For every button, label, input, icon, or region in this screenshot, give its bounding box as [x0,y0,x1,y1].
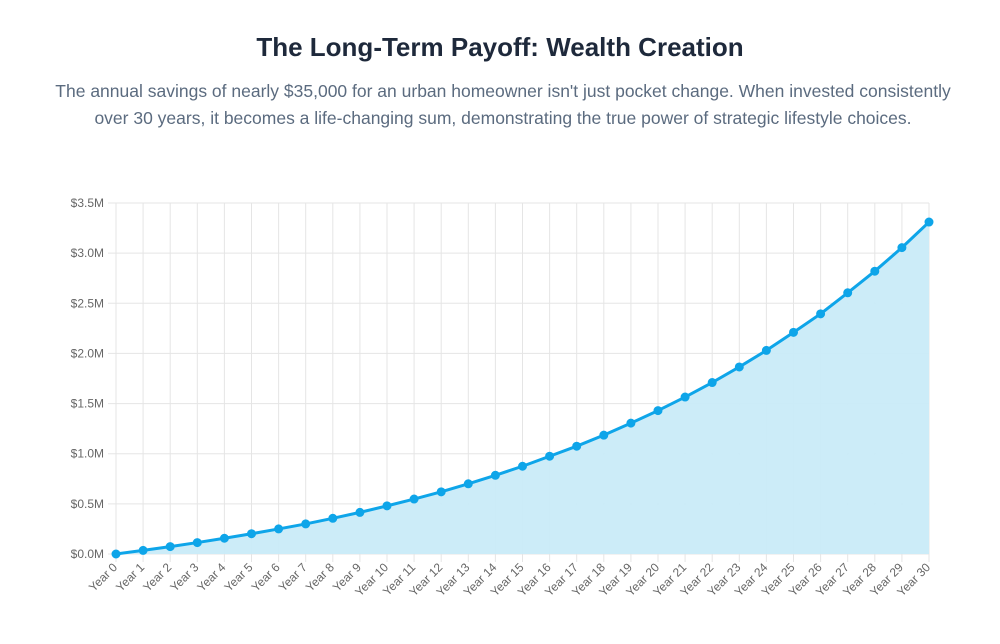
data-point [572,441,582,451]
x-tick-label: Year 2 [140,560,174,594]
page-title: The Long-Term Payoff: Wealth Creation [256,32,744,62]
y-tick-label: $1.0M [71,447,104,461]
data-point [463,479,473,489]
x-tick-label: Year 0 [86,560,120,594]
data-point [707,378,717,388]
data-point [274,524,284,534]
y-tick-label: $0.5M [71,497,104,511]
y-tick-label: $3.5M [71,196,104,210]
data-point [490,470,500,480]
data-point [924,217,934,227]
data-point [219,533,229,543]
data-point [761,345,771,355]
data-point [382,501,392,511]
data-point [247,529,256,539]
y-tick-label: $2.5M [71,296,104,310]
data-point [301,519,311,529]
data-point [680,392,690,402]
y-tick-label: $3.0M [71,246,104,260]
area-fill [116,222,929,554]
data-point [599,430,609,440]
data-point [545,451,555,461]
x-tick-label: Year 5 [221,560,255,594]
data-point [355,507,365,517]
data-point [816,309,826,319]
data-point [653,406,663,416]
data-point [870,266,880,276]
data-point [409,494,419,504]
data-point [436,487,446,497]
x-tick-label: Year 4 [194,560,228,594]
y-tick-label: $2.0M [71,346,104,360]
data-point [111,549,121,559]
data-point [192,538,202,548]
data-point [165,542,175,552]
data-point [734,362,744,372]
x-tick-label: Year 1 [113,560,147,594]
x-tick-label: Year 8 [303,560,337,594]
data-point [138,545,148,555]
data-point [843,288,853,298]
x-tick-label: Year 6 [249,560,283,594]
data-point [518,461,527,471]
data-point [626,418,636,428]
data-point [897,243,907,253]
y-tick-label: $0.0M [71,547,104,561]
data-point [328,513,338,523]
data-point [789,327,798,337]
y-tick-label: $1.5M [71,397,104,411]
x-tick-label: Year 3 [167,560,201,594]
x-tick-label: Year 7 [276,560,310,594]
page-subtitle: The annual savings of nearly $35,000 for… [55,81,951,128]
